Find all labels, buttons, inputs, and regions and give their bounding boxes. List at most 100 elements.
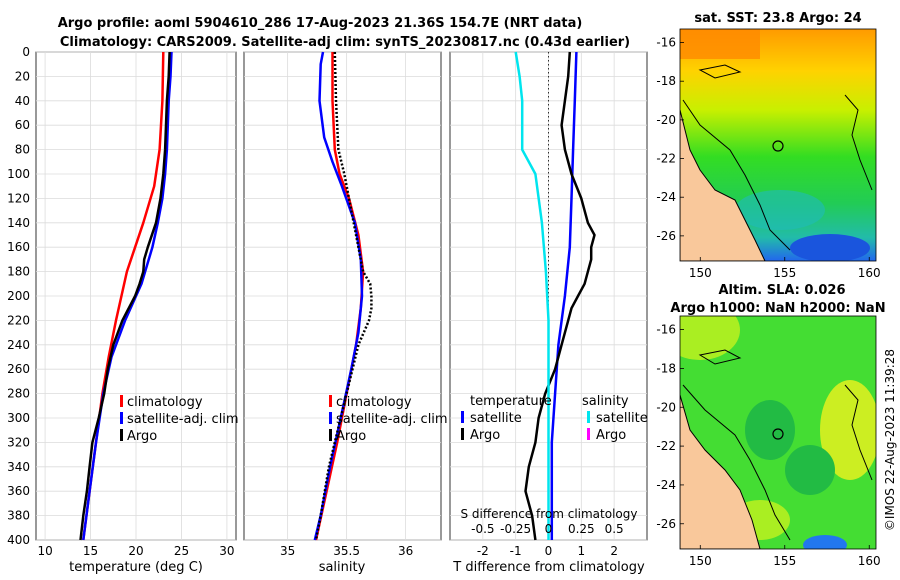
sla-map-frame xyxy=(679,315,877,550)
sst-cool-patch xyxy=(790,234,870,261)
bathymetry-contour xyxy=(682,99,791,251)
island-contour xyxy=(698,349,742,365)
depth-tick-label: 180 xyxy=(7,265,30,279)
x-tick-label: -1 xyxy=(510,544,522,558)
depth-tick-label: 300 xyxy=(7,411,30,425)
secondary-x-tick-label: -0.25 xyxy=(500,522,531,536)
temperature-xlabel: temperature (deg C) xyxy=(69,560,203,575)
legend-label-climatology: climatology xyxy=(127,395,203,410)
sla-low-patch xyxy=(803,535,847,549)
depth-tick-label: 60 xyxy=(15,118,30,132)
x-tick-label: 35 xyxy=(280,544,295,558)
secondary-x-tick-label: 0 xyxy=(545,522,553,536)
map-x-tick-label: 160 xyxy=(858,266,881,280)
legend-swatch-satellite xyxy=(329,412,332,424)
legend-swatch-climatology xyxy=(120,395,123,407)
map-y-tick-label: -16 xyxy=(656,36,676,50)
argo-position-marker xyxy=(772,428,784,440)
sla-map-title2: Argo h1000: NaN h2000: NaN xyxy=(670,301,885,316)
depth-tick-label: 360 xyxy=(7,484,30,498)
difference-xlabel: T difference from climatology xyxy=(452,560,645,575)
legend-swatch-climatology xyxy=(329,395,332,407)
map-y-tick-label: -20 xyxy=(656,113,676,127)
legend-swatch-s-argo xyxy=(587,428,590,440)
depth-tick-label: 100 xyxy=(7,167,30,181)
map-x-tick-label: 150 xyxy=(689,266,712,280)
map-y-tick-label: -26 xyxy=(656,517,676,531)
legend-swatch-t-satellite xyxy=(461,411,464,423)
map-x-tick-label: 155 xyxy=(773,266,796,280)
series-line-climatology xyxy=(314,52,365,541)
sla-map xyxy=(680,316,876,549)
salinity-xlabel: salinity xyxy=(319,560,366,575)
legend-label-t-satellite: satellite xyxy=(470,411,522,426)
secondary-x-tick-label: 0.25 xyxy=(568,522,595,536)
legend-label-argo: Argo xyxy=(127,429,157,444)
depth-tick-label: 400 xyxy=(7,533,30,547)
series-line-salinity-satellite xyxy=(514,51,550,540)
legend-swatch-argo xyxy=(120,429,123,441)
map-y-tick-label: -26 xyxy=(656,229,676,243)
x-tick-label: 15 xyxy=(83,544,98,558)
legend-heading-temperature: temperature xyxy=(470,394,552,409)
map-y-tick-label: -22 xyxy=(656,152,676,166)
map-y-tick-label: -18 xyxy=(656,74,676,88)
map-y-tick-label: -22 xyxy=(656,439,676,453)
x-tick-label: 20 xyxy=(128,544,143,558)
map-x-tick-label: 160 xyxy=(858,554,881,568)
depth-tick-label: 120 xyxy=(7,191,30,205)
sla-low-patch xyxy=(785,445,835,495)
legend-label-argo: Argo xyxy=(336,429,366,444)
legend-swatch-s-satellite xyxy=(587,411,590,423)
land-mass xyxy=(680,394,761,549)
sst-warm-patch xyxy=(680,29,760,59)
depth-tick-label: 0 xyxy=(22,45,30,59)
depth-tick-label: 280 xyxy=(7,387,30,401)
map-y-tick-label: -16 xyxy=(656,323,676,337)
x-tick-label: 25 xyxy=(174,544,189,558)
depth-tick-label: 340 xyxy=(7,460,30,474)
x-tick-label: 2 xyxy=(610,544,618,558)
legend-label-climatology: climatology xyxy=(336,395,412,410)
secondary-x-tick-label: 0.5 xyxy=(605,522,624,536)
legend-label-satellite: satellite-adj. clim xyxy=(127,412,239,427)
depth-tick-label: 160 xyxy=(7,240,30,254)
series-line-argo xyxy=(79,51,171,541)
series-line-temperature-satellite xyxy=(550,51,578,540)
depth-tick-label: 200 xyxy=(7,289,30,303)
sst-cyan-patch xyxy=(735,190,825,230)
depth-tick-label: 380 xyxy=(7,509,30,523)
legend-label-satellite: satellite-adj. clim xyxy=(336,412,448,427)
salinity-legend: climatology satellite-adj. clim Argo xyxy=(329,395,448,444)
depth-tick-label: 220 xyxy=(7,313,30,327)
depth-tick-label: 240 xyxy=(7,338,30,352)
legend-swatch-argo xyxy=(329,429,332,441)
x-tick-label: 36 xyxy=(398,544,413,558)
depth-tick-label: 40 xyxy=(15,94,30,108)
map-y-tick-label: -24 xyxy=(656,190,676,204)
difference-legend: temperature salinity satellite Argo sate… xyxy=(461,394,648,443)
depth-tick-label: 140 xyxy=(7,216,30,230)
legend-swatch-t-argo xyxy=(461,428,464,440)
x-tick-label: 0 xyxy=(545,544,553,558)
sst-map-title: sat. SST: 23.8 Argo: 24 xyxy=(694,11,861,26)
argo-position-marker xyxy=(772,140,784,152)
sst-map xyxy=(680,29,876,261)
land-mass xyxy=(680,109,766,261)
sst-map-frame xyxy=(679,28,877,262)
depth-tick-label: 260 xyxy=(7,362,30,376)
bathymetry-contour xyxy=(844,94,873,191)
map-y-tick-label: -24 xyxy=(656,478,676,492)
figure-title-line2: Climatology: CARS2009. Satellite-adj cli… xyxy=(60,35,630,50)
legend-heading-salinity: salinity xyxy=(582,394,629,409)
x-tick-label: 35.5 xyxy=(333,544,360,558)
copyright-stamp: ©IMOS 22-Aug-2023 11:39:28 xyxy=(883,349,897,531)
temperature-legend: climatology satellite-adj. clim Argo xyxy=(120,395,239,444)
x-tick-label: -2 xyxy=(477,544,489,558)
legend-swatch-satellite xyxy=(120,412,123,424)
island-contour xyxy=(698,64,742,79)
map-x-tick-label: 150 xyxy=(689,554,712,568)
sla-low-patch xyxy=(745,400,795,460)
series-line-temperature-argo xyxy=(524,51,596,541)
